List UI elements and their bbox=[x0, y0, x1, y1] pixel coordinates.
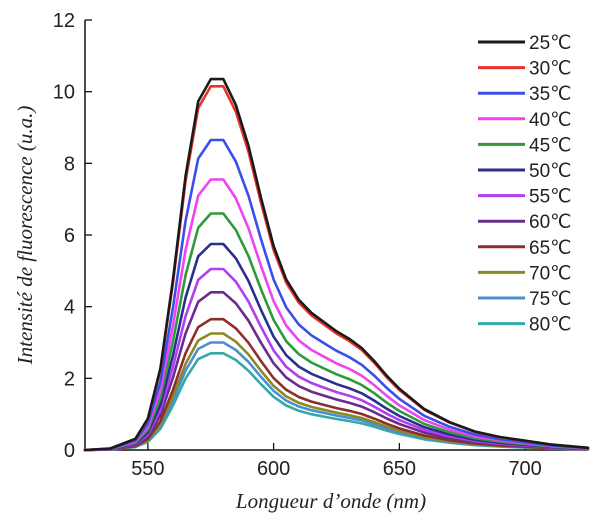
legend: 25℃ 30℃ 35℃ 40℃ 45℃ 50℃ 55℃ 60℃ 65℃ 70℃ 75℃ 80℃ bbox=[478, 33, 571, 336]
x-tick-label: 650 bbox=[383, 458, 416, 480]
x-axis: 550 600 650 700 bbox=[131, 443, 542, 480]
y-tick-label: 4 bbox=[64, 297, 75, 319]
series-line bbox=[83, 212, 590, 452]
y-tick-label: 8 bbox=[64, 153, 75, 175]
legend-label: 50℃ bbox=[529, 161, 571, 182]
y-tick-label: 0 bbox=[64, 440, 75, 462]
series-line bbox=[83, 138, 590, 452]
series-line bbox=[83, 178, 590, 452]
y-tick-label: 2 bbox=[64, 368, 75, 390]
series-line bbox=[83, 77, 590, 452]
x-axis-label: Longueur d’onde (nm) bbox=[235, 489, 426, 513]
x-tick-label: 550 bbox=[131, 458, 164, 480]
legend-label: 65℃ bbox=[529, 238, 571, 259]
legend-label: 25℃ bbox=[529, 33, 571, 54]
legend-label: 60℃ bbox=[529, 212, 571, 233]
legend-label: 30℃ bbox=[529, 59, 571, 80]
series-lines bbox=[83, 77, 590, 452]
legend-label: 75℃ bbox=[529, 289, 571, 310]
x-tick-label: 600 bbox=[257, 458, 290, 480]
legend-label: 70℃ bbox=[529, 263, 571, 284]
series-line bbox=[83, 242, 590, 452]
y-axis: 0 2 4 6 8 10 12 bbox=[53, 10, 92, 462]
series-line bbox=[83, 290, 590, 452]
series-line bbox=[83, 267, 590, 452]
legend-label: 55℃ bbox=[529, 187, 571, 208]
y-axis-label: Intensité de fluorescence (u.a.) bbox=[13, 106, 37, 366]
x-tick-label: 700 bbox=[508, 458, 541, 480]
legend-label: 80℃ bbox=[529, 315, 571, 336]
legend-label: 45℃ bbox=[529, 135, 571, 156]
y-tick-label: 6 bbox=[64, 225, 75, 247]
y-tick-label: 12 bbox=[53, 10, 75, 32]
y-tick-label: 10 bbox=[53, 82, 75, 104]
series-line bbox=[83, 317, 590, 452]
legend-label: 35℃ bbox=[529, 84, 571, 105]
legend-label: 40℃ bbox=[529, 110, 571, 131]
